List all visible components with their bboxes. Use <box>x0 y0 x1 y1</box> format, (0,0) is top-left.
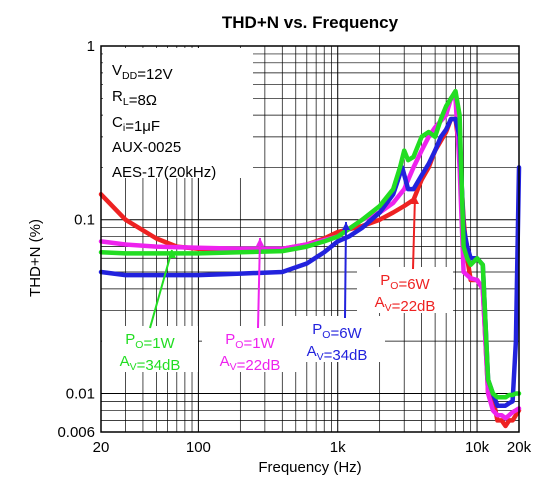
condition-line: RL=8Ω <box>112 88 157 109</box>
annotation-text: PO=1W <box>225 331 275 352</box>
series-line <box>98 88 522 400</box>
tick-labels: 20 100 1k 10k 20k 1 0.1 0.01 0.006 <box>57 38 531 456</box>
x-tick-label: 100 <box>186 439 211 456</box>
x-tick-label: 20 <box>93 439 110 456</box>
plot-frame <box>100 45 520 433</box>
condition-line: VDD=12V <box>112 62 173 83</box>
annotation-arrow <box>344 221 347 319</box>
annotation-background <box>357 267 453 313</box>
annotation-arrowhead <box>168 250 176 258</box>
y-tick-label: 1 <box>87 38 95 55</box>
annotation-text: AV=22dB <box>220 353 281 374</box>
annotation-text: AV=34dB <box>120 353 181 374</box>
annotation-background <box>102 326 198 372</box>
condition-line: Ci=1μF <box>112 114 160 135</box>
chart-title: THD+N vs. Frequency <box>222 13 399 32</box>
conditions-box: VDD=12V RL=8Ω Ci=1μF AUX-0025 AES-17(20kHz) <box>103 48 253 181</box>
annotation-arrow <box>149 249 173 329</box>
x-axis-label: Frequency (Hz) <box>258 459 361 476</box>
series-group <box>98 88 522 429</box>
condition-line: AES-17(20kHz) <box>112 164 216 181</box>
annotation-text: AV=34dB <box>307 343 368 364</box>
series-line <box>98 116 522 408</box>
y-tick-label: 0.006 <box>57 424 95 441</box>
annotation-text: PO=6W <box>312 321 362 342</box>
annotation-background <box>289 316 385 362</box>
annotation-arrow <box>412 195 416 270</box>
y-tick-label: 0.1 <box>74 212 95 229</box>
annotations: PO=1WAV=34dBPO=1WAV=22dBPO=6WAV=34dBPO=6… <box>102 195 453 374</box>
annotation-arrowhead <box>256 238 264 246</box>
annotation-text: PO=1W <box>125 331 175 352</box>
x-tick-label: 10k <box>465 439 490 456</box>
annotation-arrow <box>257 237 261 329</box>
conditions-background <box>103 48 253 178</box>
y-axis-label: THD+N (%) <box>27 219 44 297</box>
y-tick-label: 0.01 <box>66 385 95 402</box>
annotation-text: AV=22dB <box>375 294 436 315</box>
annotation-text: PO=6W <box>380 272 430 293</box>
x-tick-label: 20k <box>507 439 532 456</box>
annotation-background <box>202 326 298 372</box>
annotation-arrowhead <box>342 222 350 230</box>
annotation-arrowhead <box>411 196 419 204</box>
x-tick-label: 1k <box>330 439 346 456</box>
condition-line: AUX-0025 <box>112 139 181 156</box>
